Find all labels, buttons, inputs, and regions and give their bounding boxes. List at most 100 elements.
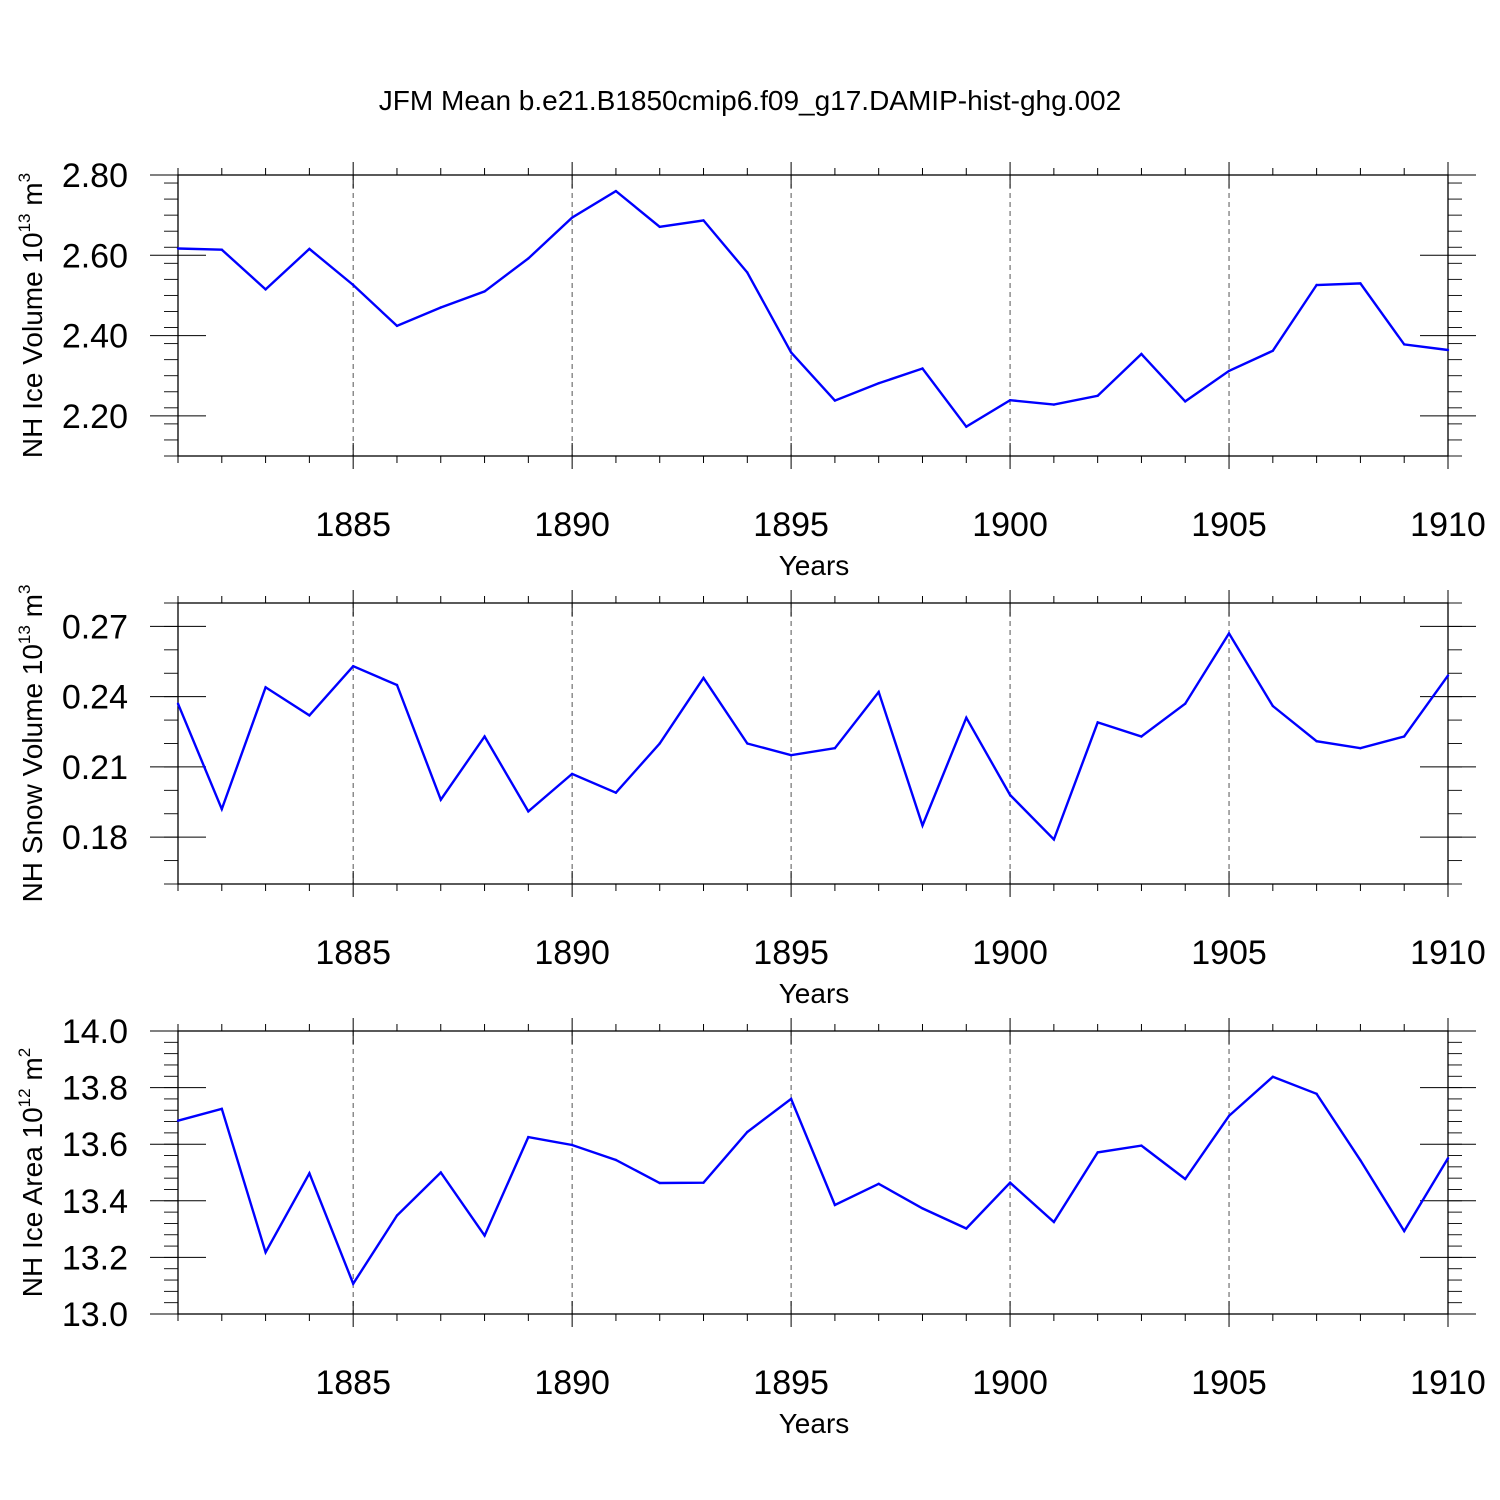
data-point <box>308 714 311 717</box>
data-point <box>483 735 486 738</box>
data-point <box>789 1097 793 1101</box>
data-point <box>439 306 442 309</box>
x-tick-label: 1885 <box>315 934 391 972</box>
y-axis-label-exponent: 13 <box>15 213 34 232</box>
data-point <box>570 216 574 219</box>
y-tick-label: 13.8 <box>62 1070 128 1108</box>
data-point <box>746 1130 749 1134</box>
x-tick-label: 1910 <box>1410 934 1486 972</box>
data-point <box>1403 343 1406 346</box>
data-point <box>877 1182 880 1186</box>
data-point <box>1271 704 1275 708</box>
data-point <box>527 257 530 260</box>
data-point <box>439 798 442 801</box>
data-point <box>1008 793 1012 797</box>
x-tick-label: 1885 <box>315 1364 391 1402</box>
data-point <box>395 324 399 328</box>
y-tick-label: 0.24 <box>62 679 128 717</box>
data-point <box>965 1227 968 1230</box>
data-point <box>746 742 749 745</box>
x-tick-label: 1905 <box>1191 1364 1267 1402</box>
data-point <box>658 225 661 228</box>
data-point <box>1271 1075 1275 1079</box>
data-point <box>1140 352 1143 356</box>
x-tick-label: 1890 <box>534 934 610 972</box>
data-point <box>220 807 223 811</box>
x-tick-label: 1890 <box>534 506 610 544</box>
y-tick-label: 0.21 <box>62 749 128 787</box>
x-tick-label: 1885 <box>315 506 391 544</box>
panels: 1885 1890 1895 1900 1905 1910 2.20 2.40 2.60 2.80… <box>15 157 1486 1439</box>
data-point <box>352 283 355 287</box>
y-tick-label: 13.0 <box>62 1296 128 1334</box>
series-line <box>177 1075 1450 1287</box>
data-point <box>570 772 574 776</box>
data-point <box>1052 1220 1056 1224</box>
y-axis-label: NH Snow Volume 1013 m3 <box>15 585 48 903</box>
data-point <box>1140 1144 1143 1147</box>
data-point <box>439 1171 442 1174</box>
data-point <box>527 1135 530 1139</box>
data-point <box>614 1158 618 1162</box>
y-axis-label-text: NH Ice Area 10 <box>17 1107 48 1297</box>
data-point <box>965 716 968 719</box>
x-axis-label: Years <box>779 550 850 581</box>
data-point <box>1359 747 1362 750</box>
data-point <box>1403 1229 1406 1233</box>
data-point <box>527 810 530 813</box>
figure-title: JFM Mean b.e21.B1850cmip6.f09_g17.DAMIP-… <box>379 85 1121 116</box>
y-axis-label: NH Ice Volume 1013 m3 <box>15 173 48 458</box>
plot-frame <box>177 174 1449 457</box>
x-tick-label: 1895 <box>753 934 829 972</box>
x-tick-label: 1895 <box>753 1364 829 1402</box>
data-point <box>176 247 180 250</box>
data-point <box>702 1181 705 1184</box>
y-tick-label: 0.18 <box>62 819 128 857</box>
data-point <box>789 754 793 757</box>
data-point <box>833 1203 837 1207</box>
data-point <box>1008 399 1012 402</box>
data-point <box>220 248 223 251</box>
x-tick-label: 1900 <box>972 934 1048 972</box>
data-point <box>1227 1114 1231 1118</box>
data-point <box>1227 369 1231 373</box>
data-point <box>921 367 924 370</box>
data-point <box>176 1119 180 1122</box>
data-point <box>1184 1177 1187 1181</box>
data-point <box>1359 282 1362 285</box>
data-point <box>1446 674 1450 677</box>
data-point <box>395 683 399 687</box>
data-point <box>483 290 486 293</box>
data-point <box>658 742 661 745</box>
y-axis-label-text: NH Snow Volume 10 <box>17 644 48 902</box>
y-axis-label-unit-exponent: 3 <box>15 585 34 594</box>
y-tick-label: 13.6 <box>62 1126 128 1164</box>
data-point <box>264 686 267 689</box>
series-line <box>176 631 1449 842</box>
x-tick-label: 1900 <box>972 506 1048 544</box>
x-tick-label: 1910 <box>1410 506 1486 544</box>
data-point <box>614 791 618 794</box>
y-tick-label: 2.60 <box>62 237 128 275</box>
y-axis-label-unit-exponent: 3 <box>15 173 34 182</box>
data-point <box>352 1282 355 1285</box>
plot-frame <box>177 1030 1449 1315</box>
data-point <box>833 399 837 402</box>
data-point <box>614 189 618 193</box>
data-point <box>658 1181 661 1185</box>
data-point <box>1052 403 1056 406</box>
data-point <box>1096 394 1099 397</box>
y-axis-label-unit: m <box>17 1057 48 1088</box>
data-point <box>570 1143 574 1147</box>
data-point <box>877 382 880 385</box>
data-point <box>264 288 267 291</box>
data-point <box>1271 349 1275 352</box>
data-point <box>1446 1157 1450 1160</box>
y-tick-label: 13.4 <box>62 1183 128 1221</box>
data-point <box>308 247 311 251</box>
data-point <box>1008 1181 1012 1184</box>
data-point <box>702 676 705 680</box>
y-axis-label-exponent: 12 <box>15 1088 34 1107</box>
data-point <box>833 747 837 750</box>
